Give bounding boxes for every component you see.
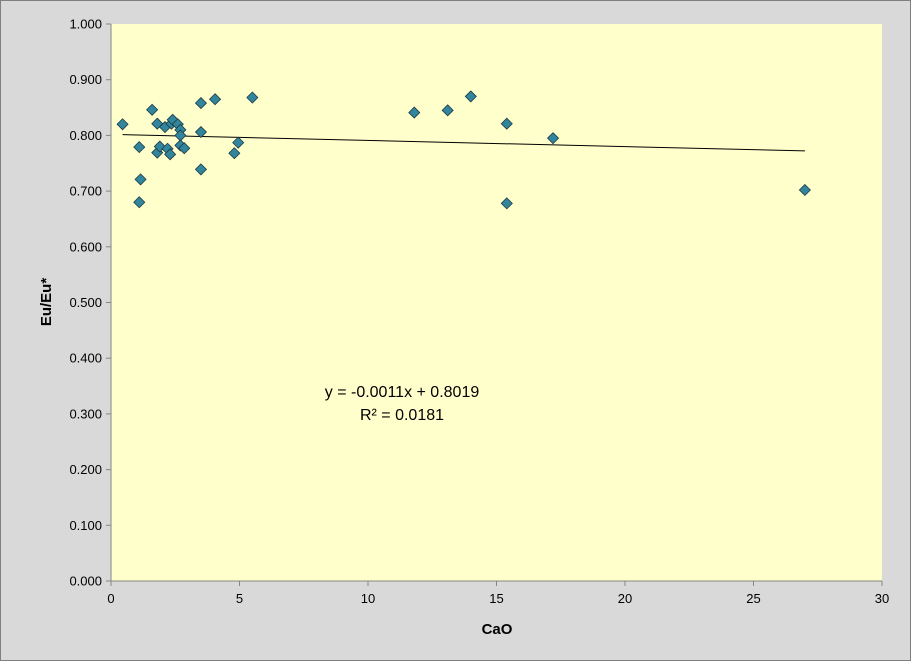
data-point [209,93,222,106]
data-point [178,142,191,155]
data-point [164,148,177,161]
x-tick-label: 30 [875,591,889,606]
y-tick-label: 0.000 [69,574,102,589]
data-point [134,173,147,186]
y-tick-label: 0.300 [69,406,102,421]
data-point [798,183,811,197]
x-tick-label: 15 [489,591,503,606]
data-point [546,132,560,145]
y-tick-label: 0.600 [69,239,102,254]
y-tick-label: 0.200 [69,462,102,477]
data-point [246,91,259,104]
y-tick-label: 0.700 [69,184,102,199]
x-tick-label: 5 [236,591,243,606]
x-tick-label: 10 [361,591,375,606]
data-point [146,103,159,116]
data-point [232,136,245,149]
trendline-equation: y = -0.0011x + 0.8019 [325,384,480,401]
x-tick-label: 25 [746,591,760,606]
x-axis-title: CaO [482,621,513,638]
plot-area [111,24,882,581]
y-tick-label: 0.500 [69,295,102,310]
data-point [500,117,513,130]
y-tick-label: 0.400 [69,351,102,366]
y-tick-label: 0.800 [69,128,102,143]
data-point [464,90,477,103]
trendline-r-squared: R² = 0.0181 [360,407,444,424]
trendline [122,134,805,152]
data-points [116,90,811,210]
data-point [133,196,146,209]
x-tick-label: 0 [107,591,114,606]
data-point [228,147,241,160]
y-tick-label: 1.000 [69,17,102,32]
y-tick-label: 0.100 [69,518,102,533]
y-tick-label: 0.900 [69,72,102,87]
data-point [194,97,208,110]
data-point [133,141,146,154]
data-point [194,163,208,176]
data-point [194,125,208,139]
data-point [500,197,513,210]
data-point [408,106,421,119]
data-point [441,104,454,117]
x-tick-label: 20 [618,591,632,606]
x-axis: 0 5 10 15 20 25 30 [107,580,889,606]
y-axis-title: Eu/Eu* [38,278,55,327]
y-axis: 0.000 0.100 0.200 0.300 0.400 0.500 0.600 0.700… [69,17,112,589]
data-point [116,118,129,131]
